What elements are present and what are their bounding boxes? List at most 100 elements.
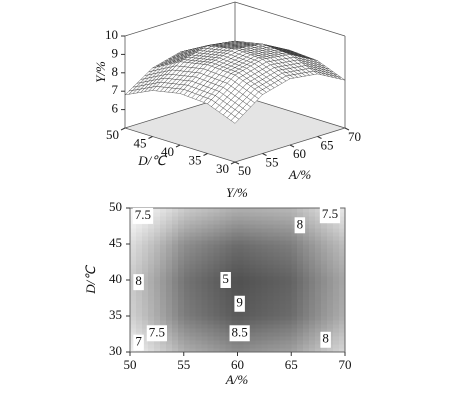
y-tick-label: 35 xyxy=(109,307,122,322)
contour-cell xyxy=(303,208,310,213)
contour-cell xyxy=(261,284,268,289)
contour-cell xyxy=(333,256,340,261)
contour-cell xyxy=(153,252,161,257)
contour-cell xyxy=(141,284,149,289)
z-axis-label: Y/% xyxy=(93,61,108,83)
contour-cell xyxy=(267,348,274,353)
contour-cell xyxy=(315,228,322,233)
contour-cell xyxy=(201,340,209,345)
contour-cell xyxy=(255,312,262,317)
contour-cell xyxy=(309,312,316,317)
y-tick-label: 40 xyxy=(161,144,174,159)
contour-cell xyxy=(201,268,209,273)
contour-cell xyxy=(165,276,173,281)
contour-cell xyxy=(255,208,262,213)
contour-label: 5 xyxy=(222,271,229,286)
contour-cell xyxy=(130,304,137,309)
contour-cell xyxy=(243,252,251,257)
contour-cell xyxy=(213,208,221,213)
contour-cell xyxy=(291,332,298,337)
contour-cell xyxy=(225,220,233,225)
contour-cell xyxy=(279,208,286,213)
contour-cell xyxy=(130,228,137,233)
contour-cell xyxy=(177,328,185,333)
contour-cell xyxy=(189,216,197,221)
contour-cell xyxy=(315,332,322,337)
contour-cell xyxy=(249,224,257,229)
contour-cell xyxy=(327,312,334,317)
contour-cell xyxy=(201,248,209,253)
contour-cell xyxy=(159,216,167,221)
contour-cell xyxy=(135,264,143,269)
contour-cell xyxy=(189,276,197,281)
contour-cell xyxy=(141,320,149,325)
contour-cell xyxy=(195,228,203,233)
contour-cell xyxy=(273,252,280,257)
contour-cell xyxy=(321,256,328,261)
contour-cell xyxy=(291,312,298,317)
contour-cell xyxy=(231,216,239,221)
contour-cell xyxy=(159,240,167,245)
contour-label-box xyxy=(319,207,341,224)
contour-cell xyxy=(141,344,149,349)
contour-cell xyxy=(183,336,191,341)
contour-label-box xyxy=(133,274,144,291)
contour-cell xyxy=(183,328,191,333)
contour-cell xyxy=(321,328,328,333)
contour-cell xyxy=(231,284,239,289)
contour-cell xyxy=(183,324,191,329)
contour-cell xyxy=(333,348,340,353)
contour-cell xyxy=(243,248,251,253)
contour-cell xyxy=(141,228,149,233)
contour-cell xyxy=(297,332,304,337)
contour-cell xyxy=(315,224,322,229)
contour-cell xyxy=(279,216,286,221)
contour-cell xyxy=(153,224,161,229)
y-tick xyxy=(175,144,181,148)
contour-cell xyxy=(153,288,161,293)
contour-cell xyxy=(255,256,262,261)
contour-cell xyxy=(171,324,179,329)
contour-cell xyxy=(291,304,298,309)
contour-cell xyxy=(195,260,203,265)
contour-cell xyxy=(255,228,262,233)
contour-cell xyxy=(183,220,191,225)
contour-cell xyxy=(130,256,137,261)
y-tick-label: 40 xyxy=(109,271,122,286)
contour-cell xyxy=(261,280,268,285)
contour-cell xyxy=(279,232,286,237)
contour-cell xyxy=(315,348,322,353)
contour-cell xyxy=(147,348,155,353)
contour-cell xyxy=(141,312,149,317)
contour-cell xyxy=(303,224,310,229)
contour-cell xyxy=(279,312,286,317)
x-tick xyxy=(289,144,295,148)
contour-cell xyxy=(195,280,203,285)
contour-cell xyxy=(333,224,340,229)
contour-cell xyxy=(171,264,179,269)
contour-cell xyxy=(255,308,262,313)
contour-cell xyxy=(285,244,292,249)
contour-cell xyxy=(219,324,227,329)
contour-cell xyxy=(159,248,167,253)
contour-cell xyxy=(237,340,245,345)
contour-cell xyxy=(255,288,262,293)
contour-cell xyxy=(309,316,316,321)
contour-cell xyxy=(189,320,197,325)
contour-cell xyxy=(183,260,191,265)
contour-cell xyxy=(237,272,245,277)
y-axis-label: D/℃ xyxy=(83,265,98,295)
contour-cell xyxy=(231,272,239,277)
contour-cell xyxy=(255,296,262,301)
contour-cell xyxy=(201,332,209,337)
contour-cell xyxy=(207,332,215,337)
contour-cell xyxy=(315,252,322,257)
contour-cell xyxy=(303,300,310,305)
contour-cell xyxy=(189,260,197,265)
contour-cell xyxy=(141,248,149,253)
contour-cell xyxy=(297,248,304,253)
contour-cell xyxy=(309,268,316,273)
contour-cell xyxy=(285,252,292,257)
contour-cell xyxy=(130,336,137,341)
contour-cell xyxy=(291,296,298,301)
